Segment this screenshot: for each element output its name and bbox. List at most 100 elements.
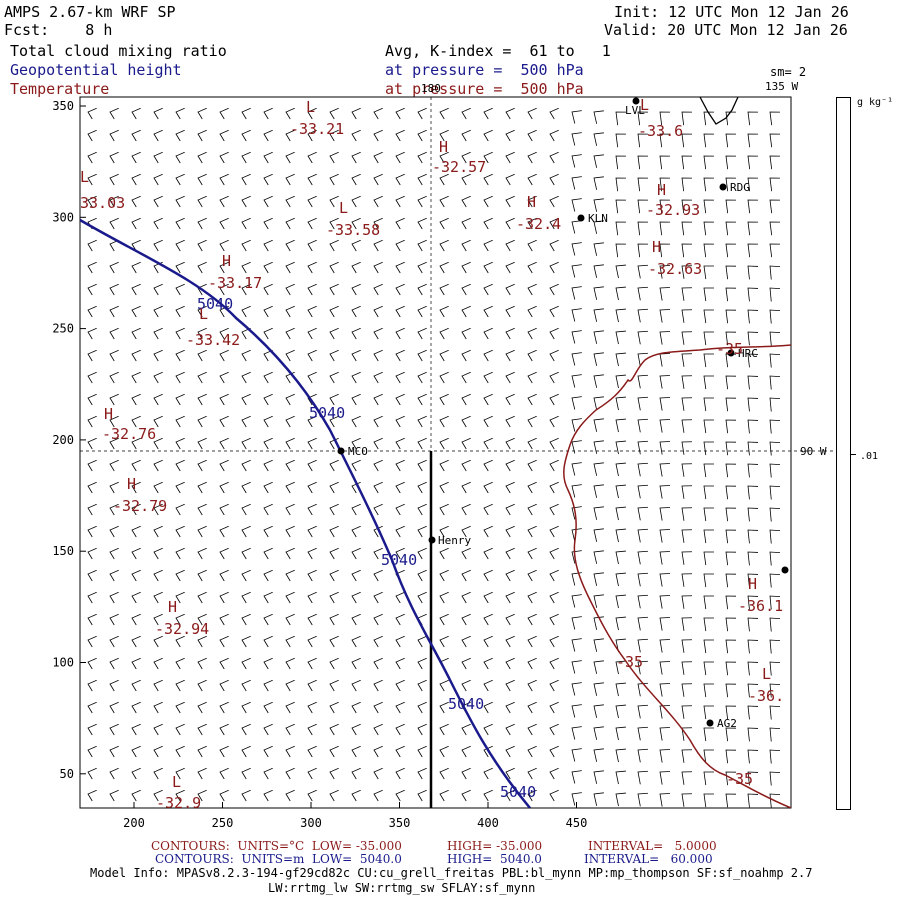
wind-barb xyxy=(439,239,449,252)
wind-barb xyxy=(769,617,780,632)
wind-barb xyxy=(395,481,405,494)
wind-barb xyxy=(87,635,97,648)
wind-barb xyxy=(637,221,649,236)
wind-barb xyxy=(593,748,604,762)
wind-barb xyxy=(109,107,119,120)
wind-barb xyxy=(483,547,493,560)
wind-barb xyxy=(131,129,141,142)
wind-barb xyxy=(681,749,693,763)
wind-barb xyxy=(659,639,670,653)
wind-barb xyxy=(549,261,559,274)
wind-barb xyxy=(373,547,383,560)
wind-barb xyxy=(549,569,559,582)
wind-barb xyxy=(615,264,626,279)
wind-barb xyxy=(725,397,737,412)
wind-barb xyxy=(307,415,317,428)
wind-barb xyxy=(351,635,361,648)
station-hrc-label: HRC xyxy=(738,347,758,360)
wind-barb xyxy=(307,789,317,802)
wind-barb xyxy=(593,550,604,564)
wind-barb xyxy=(241,613,251,626)
wind-barb xyxy=(725,595,737,610)
wind-barb xyxy=(483,679,493,692)
wind-barb xyxy=(87,547,97,560)
wind-barb xyxy=(549,393,559,406)
wind-barb xyxy=(615,506,626,521)
wind-barb xyxy=(549,129,559,142)
wind-barb xyxy=(505,613,515,626)
wind-barb xyxy=(329,173,339,186)
height-contour-info: CONTOURS: UNITS=m LOW= 5040.0 xyxy=(155,852,402,866)
wind-barb xyxy=(175,635,185,648)
wind-barb xyxy=(637,133,649,148)
wind-barb xyxy=(681,265,693,279)
wind-barb xyxy=(637,572,648,587)
wind-barb xyxy=(593,440,604,454)
wind-barb xyxy=(549,305,559,318)
wind-barb xyxy=(483,789,493,802)
wind-barb xyxy=(549,591,559,604)
wind-barb xyxy=(87,745,97,758)
wind-barb xyxy=(131,569,141,582)
wind-barb xyxy=(505,635,515,648)
wind-barb xyxy=(549,173,559,186)
station-hrc-marker xyxy=(727,349,735,357)
wind-barb xyxy=(593,506,604,520)
wind-barb xyxy=(615,484,626,499)
wind-barb xyxy=(109,723,119,736)
wind-barb xyxy=(197,569,207,582)
wind-barb xyxy=(549,481,559,494)
high-marker: H xyxy=(657,181,666,199)
wind-barb xyxy=(131,459,141,472)
low-marker: L xyxy=(199,305,208,323)
wind-barb xyxy=(549,371,559,384)
wind-barb xyxy=(175,415,185,428)
wind-barb xyxy=(527,723,537,736)
wind-barb xyxy=(241,437,251,450)
wind-barb xyxy=(87,701,97,714)
wind-barb xyxy=(417,525,427,538)
wind-barb xyxy=(307,525,317,538)
wind-barb xyxy=(241,393,251,406)
wind-barb xyxy=(307,701,317,714)
wind-barb xyxy=(747,661,759,676)
wind-barb xyxy=(483,481,493,494)
wind-barb xyxy=(659,331,670,345)
wind-barb xyxy=(109,679,119,692)
wind-barb xyxy=(637,396,648,411)
wind-barb xyxy=(769,199,781,214)
wind-barb xyxy=(659,507,670,521)
low-marker: L xyxy=(640,96,649,114)
wind-barb xyxy=(637,111,649,126)
wind-barb xyxy=(549,107,559,120)
wind-barb xyxy=(769,463,780,478)
wind-barb xyxy=(373,305,383,318)
wind-barb xyxy=(703,419,715,434)
wind-barb xyxy=(483,261,493,274)
wind-barb xyxy=(747,111,759,126)
wind-barb xyxy=(461,349,471,362)
wind-barb xyxy=(703,111,715,126)
wind-barb xyxy=(417,195,427,208)
wind-barb xyxy=(395,327,405,340)
wind-barb xyxy=(483,415,493,428)
wind-barb xyxy=(615,133,627,148)
wind-barb xyxy=(307,745,317,758)
wind-barb xyxy=(373,217,383,230)
wind-barb xyxy=(307,547,317,560)
wind-barb xyxy=(637,243,649,258)
wind-barb xyxy=(131,349,141,362)
wind-barb xyxy=(417,371,427,384)
pressure-height: at pressure = 500 hPa xyxy=(385,61,584,79)
wind-barb xyxy=(351,679,361,692)
wind-barb xyxy=(615,704,626,719)
wind-barb xyxy=(285,547,295,560)
wind-barb xyxy=(175,129,185,142)
wind-barb xyxy=(175,107,185,120)
wind-barb xyxy=(681,309,693,323)
wind-barb xyxy=(131,305,141,318)
wind-barb xyxy=(87,349,97,362)
wind-barb xyxy=(461,767,471,780)
wind-barb xyxy=(527,195,537,208)
wind-barb xyxy=(329,701,339,714)
